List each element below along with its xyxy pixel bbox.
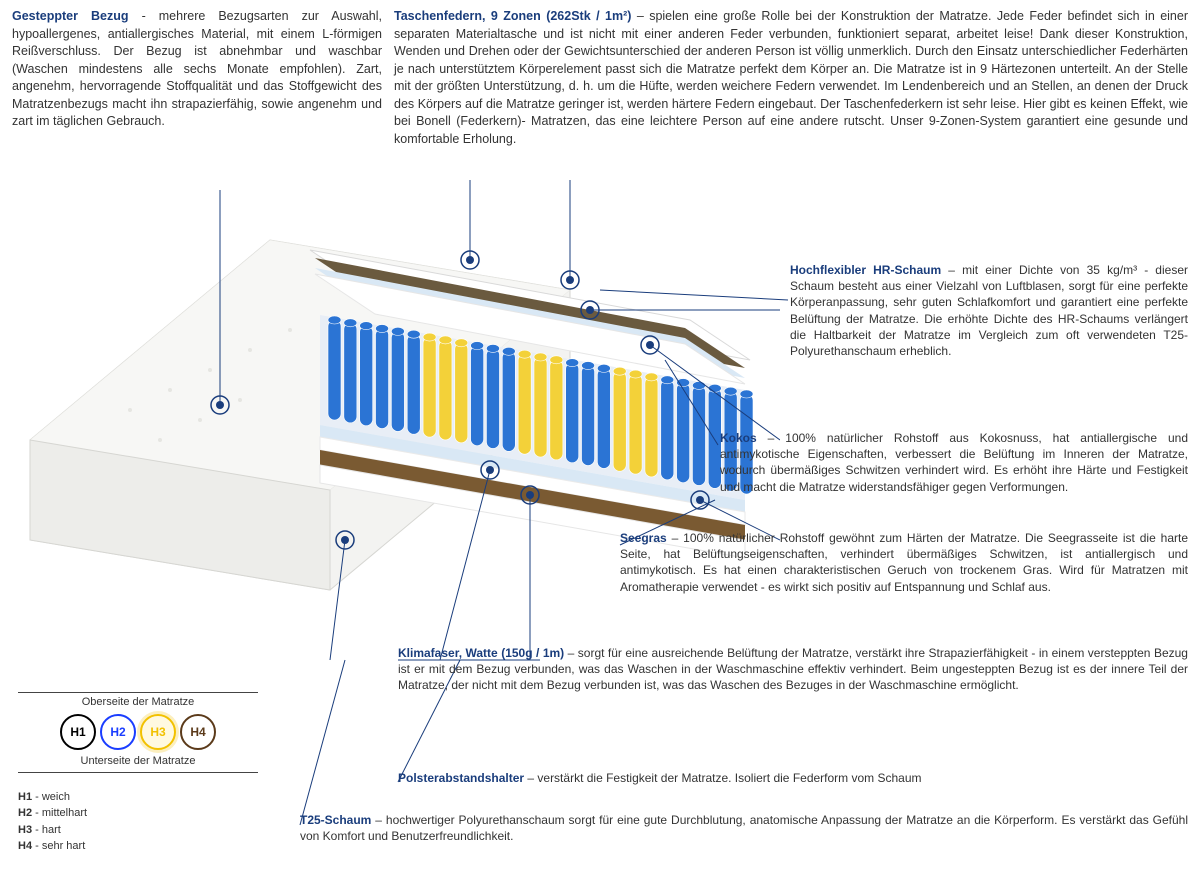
firmness-legend: Oberseite der Matratze H1H2H3H4 Untersei… <box>18 690 258 855</box>
legend-key-h2: H2 - mittelhart <box>18 805 258 822</box>
callout-t25: T25-Schaum – hochwertiger Polyurethansch… <box>300 812 1188 844</box>
hr-body: – mit einer Dichte von 35 kg/m³ - dieser… <box>790 263 1188 358</box>
callout-hr-schaum: Hochflexibler HR-Schaum – mit einer Dich… <box>790 262 1188 359</box>
kokos-body: – 100% natürlicher Rohstoff aus Kokosnus… <box>720 431 1188 494</box>
legend-bottom-label: Unterseite der Matratze <box>18 754 258 769</box>
firmness-circle-h1: H1 <box>60 714 96 750</box>
firmness-circle-h3: H3 <box>140 714 176 750</box>
springs-description: Taschenfedern, 9 Zonen (262Stk / 1m²) – … <box>394 8 1188 148</box>
callout-polsterabstandshalter: Polsterabstandshalter – verstärkt die Fe… <box>398 770 1188 786</box>
t25-body: – hochwertiger Polyurethanschaum sorgt f… <box>300 813 1188 843</box>
kokos-title: Kokos <box>720 431 757 445</box>
callout-seegras: Seegras – 100% natürlicher Rohstoff gewö… <box>620 530 1188 595</box>
legend-key-h1: H1 - weich <box>18 789 258 806</box>
cover-title: Gesteppter Bezug <box>12 9 129 23</box>
seegras-body: – 100% natürlicher Rohstoff gewöhnt zum … <box>620 531 1188 594</box>
polster-body: – verstärkt die Festigkeit der Matratze.… <box>524 771 921 785</box>
legend-key-h4: H4 - sehr hart <box>18 838 258 855</box>
legend-top-label: Oberseite der Matratze <box>18 695 258 710</box>
hr-title: Hochflexibler HR-Schaum <box>790 263 941 277</box>
springs-body: – spielen eine große Rolle bei der Konst… <box>394 9 1188 146</box>
callout-kokos: Kokos – 100% natürlicher Rohstoff aus Ko… <box>720 430 1188 495</box>
callout-klimafaser: Klimafaser, Watte (150g / 1m) – sorgt fü… <box>398 645 1188 694</box>
springs-title: Taschenfedern, 9 Zonen (262Stk / 1m²) <box>394 9 631 23</box>
cover-body: - mehrere Bezugsarten zur Auswahl, hypoa… <box>12 9 382 128</box>
polster-title: Polsterabstandshalter <box>398 771 524 785</box>
cover-description: Gesteppter Bezug - mehrere Bezugsarten z… <box>12 8 382 148</box>
top-text-row: Gesteppter Bezug - mehrere Bezugsarten z… <box>0 0 1200 148</box>
klima-title: Klimafaser, Watte (150g / 1m) <box>398 646 564 660</box>
t25-title: T25-Schaum <box>300 813 371 827</box>
seegras-title: Seegras <box>620 531 667 545</box>
legend-circles: H1H2H3H4 <box>18 714 258 750</box>
legend-keylist: H1 - weichH2 - mittelhartH3 - hartH4 - s… <box>18 789 258 855</box>
firmness-circle-h2: H2 <box>100 714 136 750</box>
firmness-circle-h4: H4 <box>180 714 216 750</box>
legend-key-h3: H3 - hart <box>18 822 258 839</box>
